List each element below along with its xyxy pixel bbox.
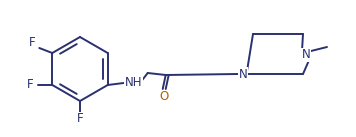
Text: F: F — [27, 79, 33, 92]
Text: NH: NH — [125, 76, 142, 89]
Text: N: N — [239, 68, 247, 81]
Text: F: F — [29, 36, 36, 49]
Text: F: F — [77, 112, 83, 125]
Text: N: N — [302, 48, 310, 62]
Text: O: O — [159, 91, 168, 103]
